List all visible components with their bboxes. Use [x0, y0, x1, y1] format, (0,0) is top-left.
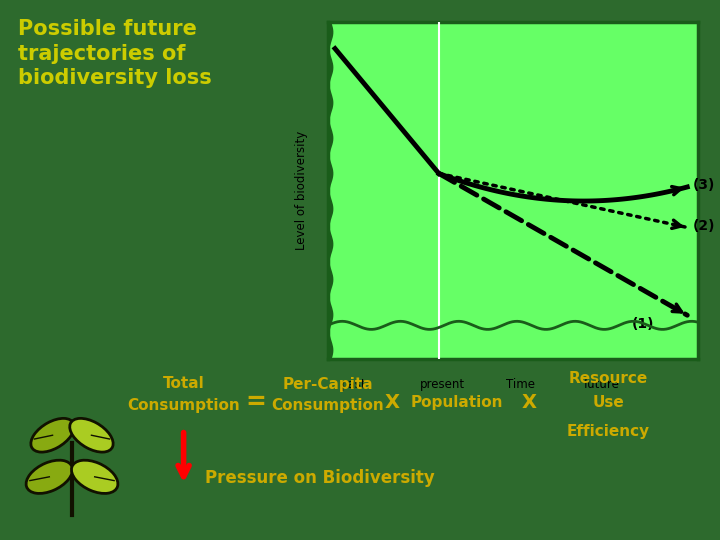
Text: Consumption: Consumption: [271, 398, 384, 413]
Text: Possible future
trajectories of
biodiversity loss: Possible future trajectories of biodiver…: [18, 19, 212, 89]
Text: past: past: [341, 377, 366, 390]
Text: future: future: [584, 377, 620, 390]
Text: Efficiency: Efficiency: [567, 424, 650, 439]
Text: (1): (1): [631, 316, 654, 330]
Text: X: X: [385, 393, 400, 412]
Text: Pressure on Biodiversity: Pressure on Biodiversity: [205, 469, 435, 487]
Text: Consumption: Consumption: [127, 398, 240, 413]
Text: Population: Population: [411, 395, 503, 410]
Text: Per-Capita: Per-Capita: [282, 376, 373, 392]
Text: Level of biodiversity: Level of biodiversity: [295, 131, 308, 250]
Text: Use: Use: [593, 395, 624, 410]
Text: Resource: Resource: [569, 371, 648, 386]
Ellipse shape: [70, 418, 113, 452]
Text: X: X: [522, 393, 536, 412]
Text: Time: Time: [506, 377, 535, 390]
Text: =: =: [246, 390, 266, 414]
Text: Total: Total: [163, 376, 204, 392]
Text: (2): (2): [693, 219, 716, 233]
Text: present: present: [420, 377, 465, 390]
Ellipse shape: [26, 460, 73, 494]
Ellipse shape: [71, 460, 118, 494]
Text: (3): (3): [693, 178, 715, 192]
Ellipse shape: [31, 418, 74, 452]
